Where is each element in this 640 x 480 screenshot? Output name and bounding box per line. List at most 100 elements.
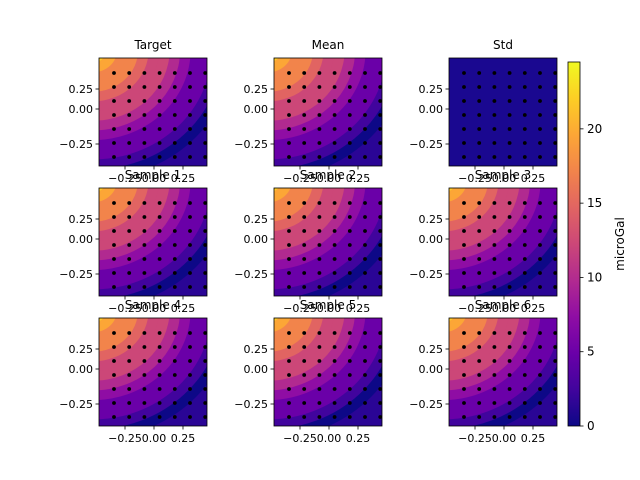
y-tick-label: 0.00 [419, 233, 444, 246]
obs-point [317, 127, 322, 131]
obs-point [522, 141, 527, 145]
obs-point [553, 359, 557, 363]
obs-point [203, 85, 207, 89]
obs-point [492, 331, 497, 335]
y-tick-label: −0.25 [409, 268, 443, 281]
obs-point [203, 169, 207, 173]
obs-point [492, 99, 497, 103]
obs-point [462, 331, 466, 335]
contour-band [449, 188, 454, 192]
obs-point [553, 401, 557, 405]
obs-point [507, 401, 512, 405]
obs-point [112, 99, 116, 103]
contour-band [90, 307, 96, 313]
obs-point [203, 387, 207, 391]
obs-point [492, 415, 497, 419]
obs-point [538, 257, 542, 261]
obs-point [492, 215, 497, 219]
obs-point [157, 285, 162, 289]
obs-point [538, 201, 542, 205]
contour-band [449, 318, 466, 332]
obs-point [317, 387, 322, 391]
obs-point [157, 373, 162, 377]
obs-point [522, 99, 527, 103]
obs-point [287, 229, 291, 233]
obs-point [477, 257, 482, 261]
obs-point [112, 85, 116, 89]
obs-point [188, 243, 192, 247]
obs-point [287, 359, 291, 363]
obs-point [302, 331, 307, 335]
obs-point [317, 359, 322, 363]
obs-point [172, 285, 177, 289]
heatmap-field [274, 188, 382, 296]
obs-point [522, 229, 527, 233]
obs-point [317, 229, 322, 233]
axes-frame [273, 317, 383, 427]
obs-point [127, 141, 132, 145]
obs-point [553, 285, 557, 289]
obs-point [347, 215, 352, 219]
obs-point [492, 373, 497, 377]
obs-point [553, 429, 557, 433]
obs-point [317, 201, 322, 205]
obs-point [507, 127, 512, 131]
obs-point [287, 99, 291, 103]
obs-point [172, 243, 177, 247]
obs-point [538, 373, 542, 377]
colorbar-label: microGal [613, 217, 627, 271]
obs-point [522, 387, 527, 391]
obs-point [378, 285, 382, 289]
axes-frame [273, 187, 383, 297]
obs-point [492, 387, 497, 391]
obs-point [363, 331, 367, 335]
obs-point [142, 373, 147, 377]
obs-point [203, 415, 207, 419]
contour-band [274, 318, 291, 332]
obs-point [188, 155, 192, 159]
obs-point [203, 359, 207, 363]
obs-point [553, 99, 557, 103]
contour-band [99, 58, 104, 62]
heatmap-fill [449, 58, 557, 166]
obs-point [363, 201, 367, 205]
obs-point [378, 127, 382, 131]
obs-point [127, 331, 132, 335]
obs-point [538, 243, 542, 247]
obs-point [538, 359, 542, 363]
obs-point [112, 285, 116, 289]
obs-point [142, 401, 147, 405]
y-tick-label: −0.25 [59, 138, 93, 151]
obs-point [332, 401, 337, 405]
obs-point [203, 99, 207, 103]
obs-point [142, 359, 147, 363]
obs-point [302, 373, 307, 377]
obs-point [332, 271, 337, 275]
obs-point [363, 85, 367, 89]
colorbar-tick-label: 10 [587, 270, 602, 284]
obs-point [538, 215, 542, 219]
obs-point [378, 243, 382, 247]
obs-point [157, 113, 162, 117]
y-tick-label: 0.25 [69, 343, 94, 356]
obs-point [112, 215, 116, 219]
obs-point [553, 201, 557, 205]
obs-point [538, 141, 542, 145]
obs-point [378, 141, 382, 145]
obs-point [347, 415, 352, 419]
axes-frame [448, 187, 558, 297]
obs-point [142, 271, 147, 275]
obs-point [462, 243, 466, 247]
obs-point [188, 373, 192, 377]
y-tick-label: 0.00 [69, 233, 94, 246]
obs-point [332, 215, 337, 219]
obs-point [553, 85, 557, 89]
obs-point [157, 243, 162, 247]
obs-point [477, 387, 482, 391]
obs-point [553, 155, 557, 159]
obs-point [203, 113, 207, 117]
x-tick-label: −0.25 [458, 302, 492, 315]
